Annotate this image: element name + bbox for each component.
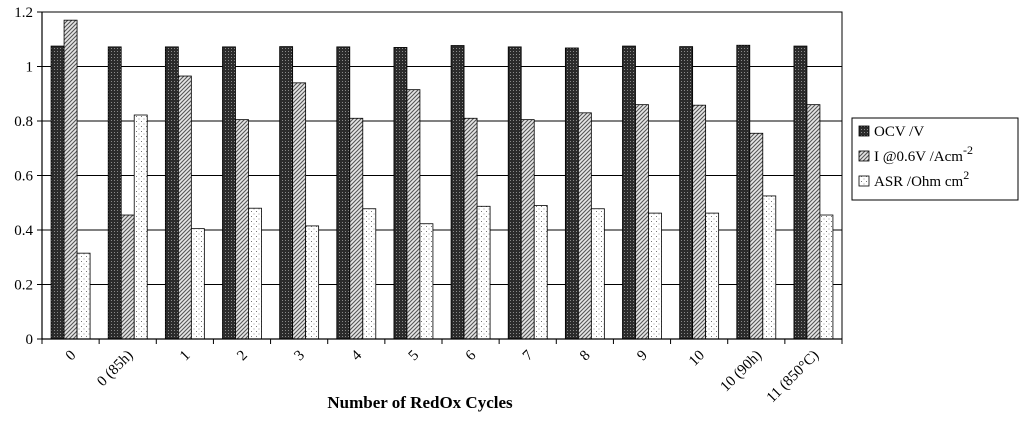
- y-tick-label: 0.8: [14, 114, 33, 130]
- bar-2-13: [819, 214, 834, 340]
- bar-2-10: [648, 212, 662, 340]
- x-tick-label: 2: [234, 348, 251, 365]
- bar-0-8: [507, 46, 522, 340]
- bar-2-11: [705, 212, 720, 340]
- x-tick-label: 7: [520, 347, 537, 364]
- bar-1-2: [177, 75, 192, 340]
- x-tick-label: 1: [177, 348, 194, 365]
- bar-1-4: [292, 82, 307, 340]
- bar-0-7: [450, 45, 465, 340]
- bar-0-5: [336, 46, 351, 340]
- legend-swatch-1: [858, 150, 870, 162]
- bar-0-10: [622, 45, 636, 340]
- legend-label-superscript: 2: [963, 168, 969, 182]
- x-tick-label: 8: [577, 348, 594, 365]
- bar-0-2: [164, 46, 179, 340]
- bar-2-6: [419, 223, 434, 340]
- bars: [50, 19, 834, 340]
- gridlines: [42, 66, 842, 285]
- y-tick-label: 1.2: [14, 5, 33, 21]
- bar-2-0: [76, 252, 91, 340]
- bar-2-1: [133, 114, 148, 340]
- bar-2-8: [533, 205, 548, 340]
- x-tick-label: 0 (85h): [94, 348, 136, 390]
- bar-2-9: [590, 208, 605, 340]
- x-tick-label: 5: [406, 348, 423, 365]
- x-tick-label: 0: [63, 348, 80, 365]
- legend-label-text: ASR /Ohm cm: [874, 174, 964, 190]
- y-tick-label: 0.6: [14, 169, 33, 185]
- y-tick-label: 1: [26, 60, 34, 76]
- x-tick-label: 4: [348, 347, 365, 364]
- bar-1-3: [235, 119, 249, 340]
- bar-1-1: [120, 214, 135, 340]
- bar-0-11: [679, 46, 694, 340]
- legend-label-text: I @0.6V /Acm: [874, 149, 963, 165]
- bar-1-8: [520, 119, 535, 340]
- bar-2-3: [248, 207, 262, 340]
- x-tick-label: 10: [686, 348, 708, 370]
- y-axis-ticks: 0 0.2 0.4 0.6 0.8 1 1.2: [14, 5, 42, 348]
- bar-2-2: [190, 228, 205, 340]
- bar-0-0: [50, 45, 65, 340]
- y-tick-label: 0: [26, 332, 34, 348]
- bar-2-12: [762, 195, 777, 340]
- legend-label-text: OCV /V: [874, 124, 924, 140]
- bar-1-12: [749, 132, 764, 340]
- bar-0-6: [393, 47, 408, 340]
- x-tick-label: 10 (90h): [718, 348, 766, 396]
- legend-swatch-2: [858, 175, 870, 187]
- x-tick-label: 9: [634, 348, 651, 365]
- bar-2-5: [362, 208, 377, 340]
- bar-1-13: [806, 104, 821, 340]
- bar-0-1: [107, 46, 122, 340]
- bar-0-13: [793, 45, 808, 340]
- legend-swatch-0: [858, 125, 870, 137]
- bar-1-0: [63, 19, 78, 340]
- legend-box: [851, 117, 1019, 201]
- y-tick-label: 0.2: [14, 278, 33, 294]
- bar-0-3: [222, 46, 236, 340]
- bar-1-7: [463, 117, 478, 340]
- x-tick-label: 3: [291, 348, 308, 365]
- bar-1-5: [349, 117, 364, 340]
- x-axis-title: Number of RedOx Cycles: [327, 393, 513, 412]
- bar-1-9: [577, 112, 592, 340]
- bar-0-4: [279, 46, 294, 340]
- bar-1-10: [635, 104, 649, 340]
- bar-1-6: [406, 89, 421, 340]
- bar-2-4: [305, 225, 320, 340]
- legend-label-0: OCV /V: [874, 124, 924, 140]
- bar-1-11: [692, 104, 707, 340]
- bar-0-9: [564, 47, 579, 340]
- legend-label-2: ASR /Ohm cm2: [874, 168, 969, 190]
- legend: OCV /V I @0.6V /Acm-2 ASR /Ohm cm2: [851, 117, 1019, 201]
- legend-label-1: I @0.6V /Acm-2: [874, 143, 973, 165]
- bar-0-12: [736, 44, 751, 340]
- y-tick-label: 0.4: [14, 223, 33, 239]
- x-tick-label: 11 (850°C): [764, 348, 822, 406]
- x-tick-label: 6: [463, 347, 480, 364]
- bar-2-7: [476, 205, 491, 340]
- legend-label-superscript: -2: [963, 143, 973, 157]
